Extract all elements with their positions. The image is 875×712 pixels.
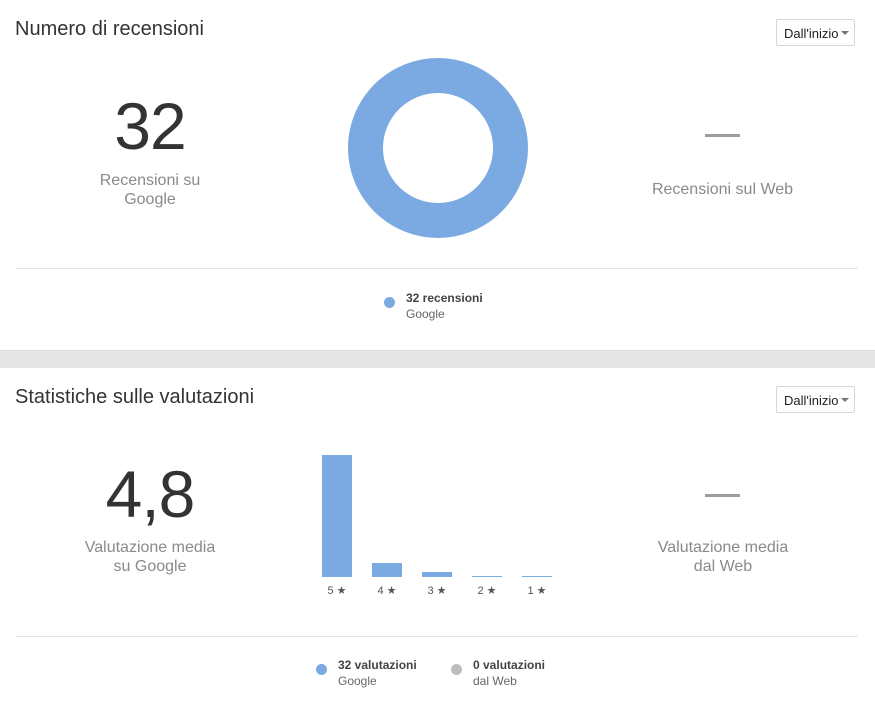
google-reviews-caption-line1: Recensioni su bbox=[99, 172, 201, 189]
google-reviews-caption: Recensioni su Google bbox=[80, 171, 220, 209]
ratings-card: Statistiche sulle valutazioni Dall'inizi… bbox=[0, 368, 875, 712]
legend-sub: dal Web bbox=[473, 674, 517, 688]
rating-tick-label: 3 ★ bbox=[427, 585, 447, 597]
legend-sub: Google bbox=[338, 674, 377, 688]
card-divider bbox=[0, 351, 875, 368]
legend-sub: Google bbox=[406, 307, 445, 321]
legend-dot-google bbox=[316, 664, 327, 675]
web-reviews-caption: Recensioni sul Web bbox=[651, 181, 794, 198]
rating-tick-label: 1 ★ bbox=[527, 585, 547, 597]
legend-title: 32 recensioni bbox=[406, 291, 483, 305]
legend-dot-web bbox=[451, 664, 462, 675]
google-average-caption-line2: su Google bbox=[113, 558, 187, 575]
ratings-range-dropdown[interactable]: Dall'inizio bbox=[776, 386, 855, 413]
reviews-donut-chart bbox=[348, 58, 528, 238]
ratings-card-title: Statistiche sulle valutazioni bbox=[15, 386, 255, 408]
web-rating-empty-dash: — bbox=[705, 494, 740, 497]
ratings-distribution-chart: 5 ★ 4 ★ 3 ★ 2 ★ 1 ★ bbox=[310, 448, 570, 608]
google-reviews-caption-line2: Google bbox=[124, 191, 176, 208]
rating-tick-label: 4 ★ bbox=[377, 585, 397, 597]
web-reviews-empty-dash: — bbox=[705, 134, 740, 137]
reviews-card-title: Numero di recensioni bbox=[15, 18, 204, 40]
donut-segment-google bbox=[348, 58, 528, 238]
ratings-range-label: Dall'inizio bbox=[784, 393, 839, 408]
rating-bar-1-star bbox=[522, 576, 552, 577]
ratings-separator bbox=[15, 636, 858, 637]
reviews-range-dropdown[interactable]: Dall'inizio bbox=[776, 19, 855, 46]
google-reviews-count: 32 bbox=[114, 89, 186, 163]
rating-bar-4-star bbox=[372, 563, 402, 577]
google-average-caption-line1: Valutazione media bbox=[84, 539, 216, 556]
rating-bar-3-star bbox=[422, 572, 452, 577]
reviews-card: Numero di recensioni Dall'inizio 32 Rece… bbox=[0, 0, 875, 351]
chevron-down-icon bbox=[841, 31, 849, 35]
web-average-caption: Valutazione media dal Web bbox=[643, 538, 803, 576]
reviews-range-label: Dall'inizio bbox=[784, 26, 839, 41]
legend-title: 32 valutazioni bbox=[338, 658, 417, 672]
reviews-separator bbox=[15, 268, 858, 269]
web-average-caption-line2: dal Web bbox=[693, 558, 753, 575]
legend-title: 0 valutazioni bbox=[473, 658, 546, 672]
google-average-rating: 4,8 bbox=[105, 457, 196, 531]
google-average-caption: Valutazione media su Google bbox=[70, 538, 230, 576]
rating-tick-label: 2 ★ bbox=[477, 585, 497, 597]
rating-tick-label: 5 ★ bbox=[327, 585, 347, 597]
legend-dot-google bbox=[384, 297, 395, 308]
rating-bar-2-star bbox=[472, 576, 502, 577]
chevron-down-icon bbox=[841, 398, 849, 402]
rating-bar-5-star bbox=[322, 455, 352, 577]
web-average-caption-line1: Valutazione media bbox=[657, 539, 789, 556]
